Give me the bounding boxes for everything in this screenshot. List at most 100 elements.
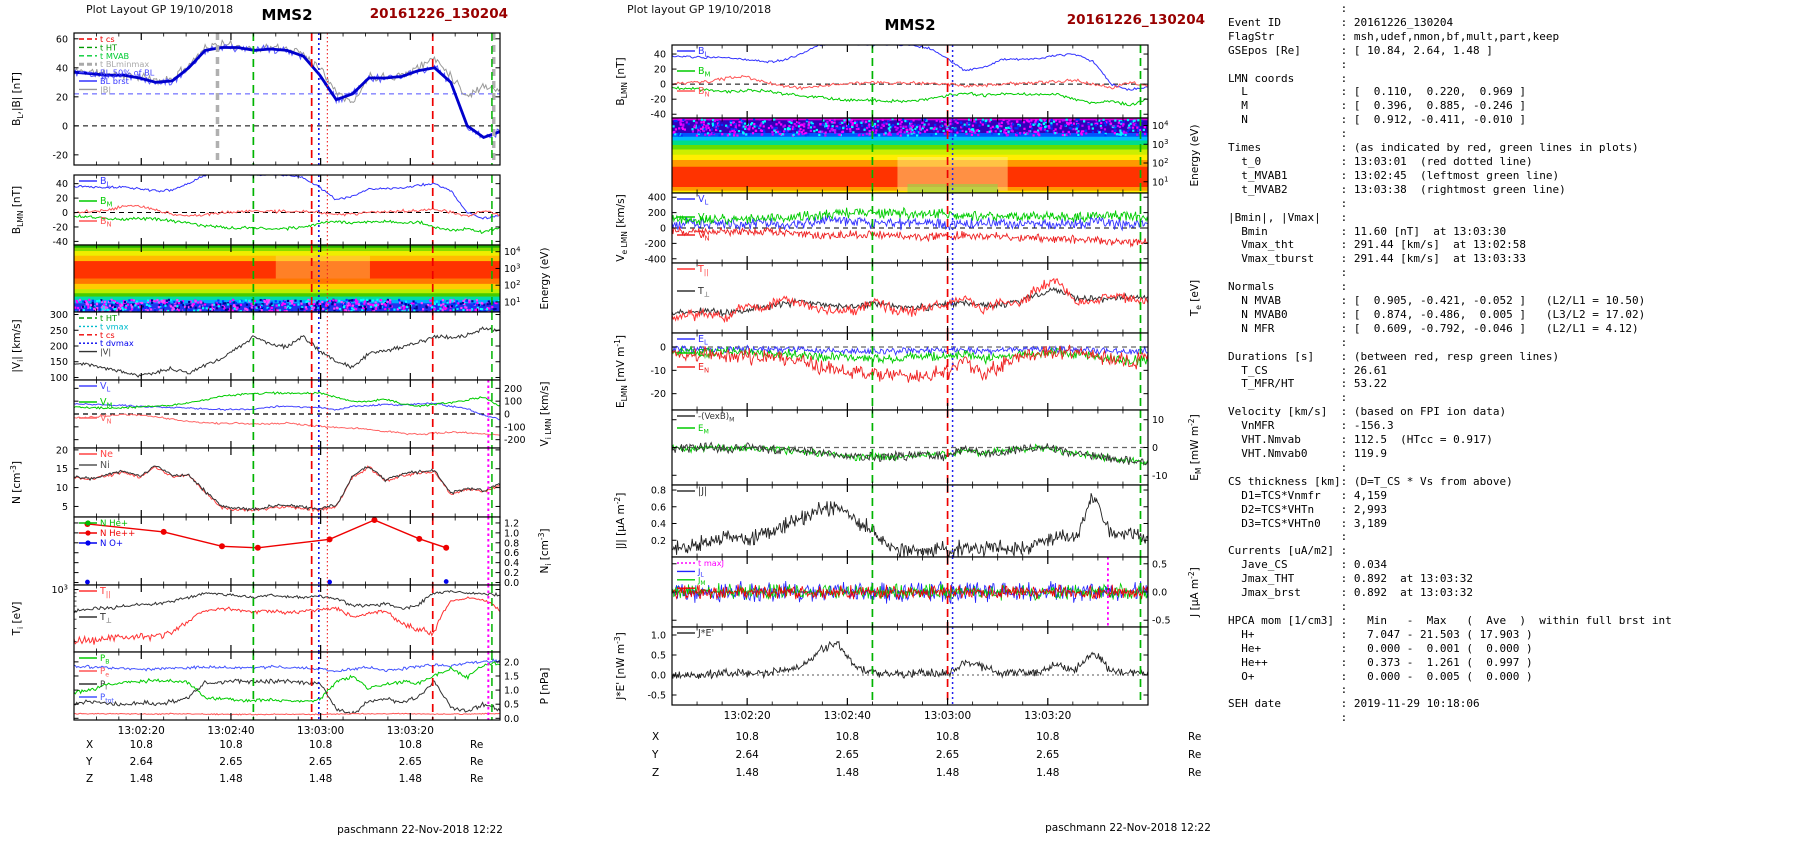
svg-text:2.65: 2.65 (936, 749, 959, 761)
svg-text:2.65: 2.65 (309, 756, 332, 768)
svg-text:EN: EN (698, 362, 709, 375)
svg-text:1.48: 1.48 (936, 767, 959, 779)
middle-panel-electron-spectrogram: 104 103 102 101 Energy (eV) (671, 117, 1201, 194)
svg-text:paschmann 22-Nov-2018 12:22: paschmann 22-Nov-2018 12:22 (337, 824, 503, 836)
svg-text:N He++: N He++ (100, 529, 135, 539)
svg-text:|J| [μA m-2]: |J| [μA m-2] (613, 493, 627, 550)
svg-text:Pi: Pi (100, 680, 107, 691)
svg-text:Te [eV]: Te [eV] (1189, 280, 1203, 317)
svg-text:J*E': J*E' (697, 628, 714, 639)
svg-text:0.2: 0.2 (651, 536, 666, 547)
svg-text:Energy (eV): Energy (eV) (539, 248, 551, 310)
svg-text:20: 20 (56, 194, 68, 205)
svg-text:JL: JL (697, 566, 704, 578)
svg-text:BL: BL (100, 176, 111, 189)
svg-text:0.5: 0.5 (1152, 559, 1167, 570)
svg-text:0.6: 0.6 (651, 502, 666, 513)
svg-text:PB: PB (100, 654, 109, 665)
svg-text:40: 40 (654, 50, 666, 61)
svg-text:|B|: |B| (100, 84, 111, 94)
svg-text:-20: -20 (52, 150, 68, 161)
svg-text:t MVAB: t MVAB (100, 51, 130, 61)
svg-text:102: 102 (1152, 157, 1168, 170)
svg-text:VM: VM (100, 397, 113, 410)
svg-text:-10: -10 (650, 366, 666, 377)
svg-text:-200: -200 (504, 435, 526, 446)
svg-text:Energy (eV): Energy (eV) (1189, 125, 1201, 187)
svg-text:t cs: t cs (100, 34, 115, 44)
svg-text:VL: VL (100, 381, 111, 394)
svg-text:10.8: 10.8 (219, 739, 242, 751)
svg-text:N He+: N He+ (100, 519, 128, 529)
svg-text:1.0: 1.0 (504, 528, 519, 539)
svg-text:200: 200 (648, 208, 666, 219)
svg-text:EM [mW m-2]: EM [mW m-2] (1187, 414, 1203, 480)
svg-text:Pe: Pe (100, 667, 109, 678)
middle-panel-b-lmn: -40 -20 0 20 40 BLMN [nT] BL BM BN (615, 44, 1149, 121)
svg-text:400: 400 (648, 193, 666, 204)
svg-text:VM: VM (698, 212, 711, 225)
svg-text:-0.5: -0.5 (647, 691, 666, 702)
svg-text:BN: BN (100, 216, 112, 229)
svg-text:JM: JM (697, 575, 706, 587)
svg-text:t HT: t HT (100, 42, 118, 52)
svg-text:VN: VN (698, 230, 710, 243)
svg-text:BM: BM (698, 66, 711, 79)
svg-text:X: X (86, 739, 93, 751)
svg-text:t vmax: t vmax (100, 321, 129, 331)
svg-text:13:02:20: 13:02:20 (724, 710, 771, 722)
svg-text:|J|: |J| (698, 486, 707, 497)
svg-text:20161226_130204: 20161226_130204 (1067, 12, 1205, 28)
svg-text:1.48: 1.48 (399, 773, 422, 785)
left-panel-ion-spectrogram: 104 103 102 101 Energy (eV) (73, 244, 551, 315)
svg-text:2.65: 2.65 (1036, 749, 1059, 761)
svg-text:JN: JN (697, 583, 705, 595)
svg-text:t HT: t HT (100, 313, 118, 323)
svg-text:0.8: 0.8 (504, 538, 519, 549)
svg-text:0: 0 (660, 80, 666, 91)
svg-text:0.4: 0.4 (504, 558, 519, 569)
svg-text:EL: EL (698, 334, 708, 347)
svg-text:1.48: 1.48 (836, 767, 859, 779)
svg-text:20: 20 (654, 65, 666, 76)
svg-text:5: 5 (62, 502, 68, 513)
left-panel-pressure: 0.0 0.5 1.0 1.5 2.0 P [nPa] PB Pe Pi Ptot (73, 651, 551, 725)
svg-text:13:02:40: 13:02:40 (824, 710, 871, 722)
svg-text:1.48: 1.48 (219, 773, 242, 785)
svg-text:100: 100 (50, 373, 68, 384)
svg-text:103: 103 (52, 583, 68, 596)
svg-text:VN: VN (100, 413, 112, 426)
svg-text:20: 20 (56, 445, 68, 456)
svg-text:100: 100 (504, 397, 522, 408)
svg-text:13:02:20: 13:02:20 (118, 725, 165, 737)
svg-text:0.0: 0.0 (651, 671, 666, 682)
svg-text:0.2: 0.2 (504, 568, 519, 579)
svg-text:t cs: t cs (100, 330, 115, 340)
svg-text:10.8: 10.8 (130, 739, 153, 751)
middle-panel-jmag: 0.2 0.4 0.6 0.8 |J| [μA m-2] |J| (613, 484, 1149, 558)
svg-text:MMS2: MMS2 (884, 16, 935, 34)
svg-text:Plot layout GP 19/10/2018: Plot layout GP 19/10/2018 (627, 3, 771, 16)
svg-text:0.0: 0.0 (1152, 588, 1167, 599)
svg-text:|V|: |V| (100, 347, 111, 357)
svg-text:Re: Re (1188, 767, 1201, 779)
svg-text:10.8: 10.8 (936, 731, 959, 743)
svg-text:40: 40 (56, 179, 68, 190)
svg-text:-20: -20 (650, 389, 666, 400)
svg-text:103: 103 (504, 262, 520, 275)
svg-text:-200: -200 (644, 239, 666, 250)
svg-text:T||: T|| (697, 264, 708, 277)
svg-text:0.4: 0.4 (651, 519, 666, 530)
svg-text:1.48: 1.48 (309, 773, 332, 785)
svg-text:BL 50% of BL: BL 50% of BL (100, 68, 155, 78)
svg-text:2.65: 2.65 (836, 749, 859, 761)
svg-text:BM: BM (100, 196, 113, 209)
svg-text:13:03:20: 13:03:20 (387, 725, 434, 737)
svg-text:13:02:40: 13:02:40 (207, 725, 254, 737)
svg-text:T||: T|| (99, 586, 110, 599)
svg-text:-(VexB)M: -(VexB)M (698, 412, 734, 423)
svg-text:-20: -20 (52, 222, 68, 233)
svg-text:VL: VL (698, 194, 709, 207)
svg-text:BL brst: BL brst (100, 76, 130, 86)
